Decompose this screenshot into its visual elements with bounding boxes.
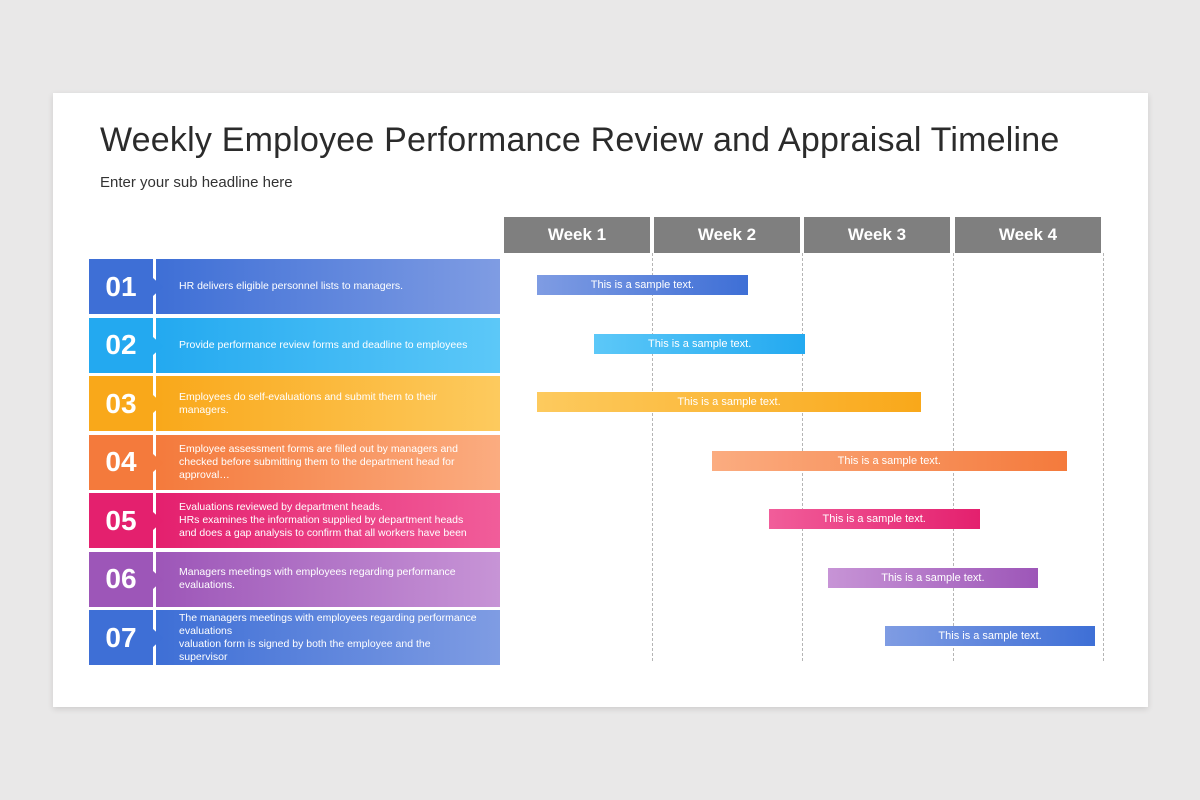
step-number: 04	[89, 434, 153, 490]
task-row: Provide performance review forms and dea…	[89, 317, 500, 373]
week-header-2: Week 2	[654, 217, 800, 253]
task-description: Employee assessment forms are filled out…	[179, 442, 458, 481]
timeline-bar: This is a sample text.	[884, 626, 1096, 646]
timeline-bar: This is a sample text.	[594, 333, 805, 354]
timeline-bar: This is a sample text.	[537, 392, 921, 412]
pointer-arrow	[153, 336, 163, 355]
pointer-arrow	[153, 453, 163, 472]
task-description-box: Managers meetings with employees regardi…	[156, 551, 500, 607]
step-number: 01	[89, 259, 153, 314]
step-number: 02	[89, 317, 153, 373]
step-number: 07	[89, 610, 153, 665]
task-row: Employees do self-evaluations and submit…	[89, 376, 500, 431]
task-description-box: Evaluations reviewed by department heads…	[156, 493, 500, 548]
page-subtitle: Enter your sub headline here	[100, 174, 293, 191]
step-number: 06	[89, 551, 153, 607]
task-row: Employee assessment forms are filled out…	[89, 434, 500, 490]
step-number: 03	[89, 376, 153, 431]
task-description-box: HR delivers eligible personnel lists to …	[156, 259, 500, 314]
pointer-arrow	[153, 395, 163, 413]
pointer-arrow	[153, 570, 163, 589]
timeline-bar: This is a sample text.	[827, 567, 1039, 588]
timeline-bar: This is a sample text.	[537, 275, 748, 295]
task-description-box: Employees do self-evaluations and submit…	[156, 376, 500, 431]
task-description: Provide performance review forms and dea…	[179, 338, 468, 351]
grid-line	[1103, 253, 1104, 661]
grid-line	[652, 253, 653, 661]
pointer-arrow	[153, 512, 163, 530]
pointer-arrow	[153, 278, 163, 296]
task-description: Managers meetings with employees regardi…	[179, 566, 456, 591]
week-header-1: Week 1	[504, 217, 650, 253]
task-row: HR delivers eligible personnel lists to …	[89, 259, 500, 314]
week-header-3: Week 3	[804, 217, 950, 253]
pointer-arrow	[153, 629, 163, 647]
task-description: HR delivers eligible personnel lists to …	[179, 280, 404, 292]
task-description-box: Employee assessment forms are filled out…	[156, 434, 500, 490]
task-description-box: The managers meetings with employees reg…	[156, 610, 500, 665]
week-header-4: Week 4	[955, 217, 1101, 253]
task-row: Evaluations reviewed by department heads…	[89, 493, 500, 548]
timeline-bar: This is a sample text.	[711, 450, 1067, 471]
task-description-box: Provide performance review forms and dea…	[156, 317, 500, 373]
step-number: 05	[89, 493, 153, 548]
task-description: The managers meetings with employees reg…	[179, 611, 477, 663]
timeline-bar: This is a sample text.	[768, 509, 980, 529]
page-title: Weekly Employee Performance Review and A…	[100, 121, 1060, 159]
task-description: Employees do self-evaluations and submit…	[179, 390, 437, 416]
task-row: The managers meetings with employees reg…	[89, 610, 500, 665]
slide: Weekly Employee Performance Review and A…	[53, 93, 1148, 707]
task-description: Evaluations reviewed by department heads…	[179, 501, 467, 539]
task-row: Managers meetings with employees regardi…	[89, 551, 500, 607]
